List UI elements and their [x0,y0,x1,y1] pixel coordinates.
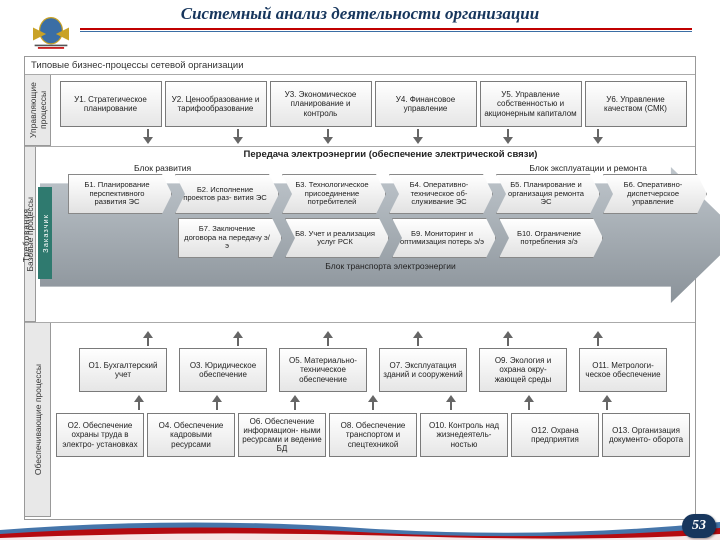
u-box-4: У4. Финансовое управление [375,81,477,127]
ops-block-label: Блок эксплуатации и ремонта [529,162,647,174]
b-top-3: Б3. Технологическое присоединение потреб… [282,174,386,214]
row-body-managing: У1. Стратегическое планированиеУ2. Ценоо… [51,75,695,146]
b-top-2: Б2. Исполнение проектов раз- вития ЭС [175,174,279,214]
b-bot-1: Б7. Заключение договора на передачу э/э [178,218,282,258]
arrows-supporting-up-2 [55,395,691,410]
title-underline-red [80,28,692,30]
zakazchik-left: Заказчик [38,187,52,279]
o-bot-7: О13. Организация документо- оборота [602,413,690,457]
page-title: Системный анализ деятельности организаци… [181,4,539,24]
process-diagram: Типовые бизнес-процессы сетевой организа… [24,56,696,520]
footer-wave [0,514,720,540]
transport-block-label: Блок транспорта электроэнергии [74,260,707,272]
diagram-section-title: Типовые бизнес-процессы сетевой организа… [25,57,695,75]
row-body-supporting: О1. Бухгалтерский учет О3. Юридическое об… [51,323,695,517]
side-label-left: Требования [18,175,34,295]
o-top-4: О7. Эксплуатация зданий и сооружений [379,348,467,392]
row-label-supporting: Обеспечивающие процессы [25,323,51,517]
u-box-2: У2. Ценообразование и тарифообразование [165,81,267,127]
b-top-6: Б6. Оперативно-диспетчерское управление [603,174,707,214]
row-base: Базовые процессы Передача электроэнергии… [25,147,695,323]
emblem-icon [26,16,76,52]
o-bot-6: О12. Охрана предприятия [511,413,599,457]
row-managing: Управляющие процессы У1. Стратегическое … [25,75,695,147]
u-box-3: У3. Экономическое планирование и контрол… [270,81,372,127]
o-bot-4: О8. Обеспечение транспортом и спецтехник… [329,413,417,457]
b-top-1: Б1. Планирование перспективного развития… [68,174,172,214]
o-bot-5: О10. Контроль над жизнедеятель- ностью [420,413,508,457]
b-bot-4: Б10. Ограничение потребления э/э [499,218,603,258]
u-box-1: У1. Стратегическое планирование [60,81,162,127]
title-underline-blue [80,31,692,32]
u-box-6: У6. Управление качеством (СМК) [585,81,687,127]
row-supporting: Обеспечивающие процессы О1. Бухгалтерски… [25,323,695,517]
o-bot-2: О4. Обеспечение кадровыми ресурсами [147,413,235,457]
u-box-5: У5. Управление собственностью и акционер… [480,81,582,127]
o-bot-3: О6. Обеспечение информацион- ными ресурс… [238,413,326,457]
page-number-badge: 53 [682,514,716,538]
o-top-6: О11. Метрологи- ческое обеспечение [579,348,667,392]
o-bot-1: О2. Обеспечение охраны труда в электро- … [56,413,144,457]
o-top-1: О1. Бухгалтерский учет [79,348,167,392]
o-top-3: О5. Материально-техническое обеспечение [279,348,367,392]
base-title: Передача электроэнергии (обеспечение эле… [56,147,720,162]
arrows-supporting-up-1 [55,331,691,346]
b-top-5: Б5. Планирование и организация ремонта Э… [496,174,600,214]
o-top-5: О9. Экология и охрана окру- жающей среды [479,348,567,392]
b-bot-3: Б9. Мониторинг и оптимизация потерь э/э [392,218,496,258]
arrows-managing-down [55,129,691,144]
row-label-managing: Управляющие процессы [25,75,51,146]
dev-block-label: Блок развития [134,162,191,174]
b-bot-2: Б8. Учет и реализация услуг РСК [285,218,389,258]
b-top-4: Б4. Оперативно-техническое об- служивани… [389,174,493,214]
o-top-2: О3. Юридическое обеспечение [179,348,267,392]
page-header: Системный анализ деятельности организаци… [0,0,720,52]
row-body-base: Передача электроэнергии (обеспечение эле… [36,147,720,322]
